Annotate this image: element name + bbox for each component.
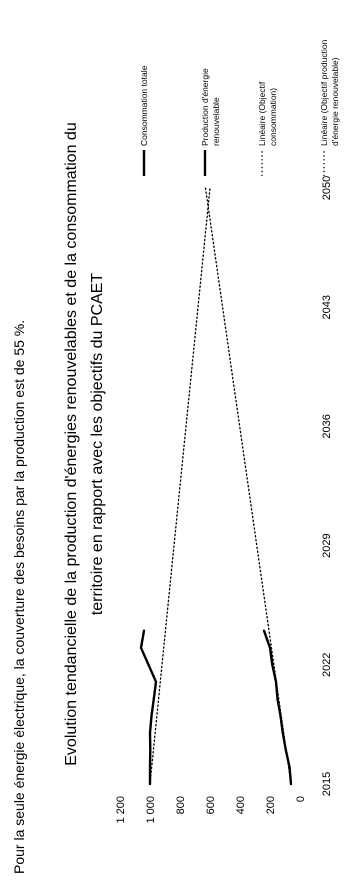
legend-label: Linéaire (Objectif <box>257 81 267 146</box>
x-tick-label: 2022 <box>321 653 333 677</box>
x-tick-label: 2015 <box>321 772 333 796</box>
y-axis-tick-labels: 0 200 400 600 800 1 000 1 200 <box>115 796 307 824</box>
x-tick-label: 2036 <box>321 414 333 438</box>
y-tick-label: 0 <box>295 796 307 802</box>
chart-title-line-1: Evolution tendancielle de la production … <box>63 122 80 765</box>
x-axis-tick-labels: 2015 2022 2029 2036 2043 2050 <box>321 176 333 796</box>
legend-label-line-2: d'énergie renouvelable) <box>330 57 340 146</box>
x-tick-label: 2029 <box>321 533 333 557</box>
legend-label: Linéaire (Objectif production <box>319 39 329 146</box>
series-line-2 <box>262 629 293 786</box>
y-tick-label: 1 000 <box>145 796 157 824</box>
y-tick-label: 1 200 <box>115 796 127 824</box>
x-tick-label: 2043 <box>321 295 333 319</box>
y-tick-label: 400 <box>235 796 247 814</box>
legend-label-line-2: consommation) <box>268 88 278 146</box>
chart-title-line-2: territoire en rapport avec les objectifs… <box>89 273 106 616</box>
y-tick-label: 200 <box>265 796 277 814</box>
x-tick-label: 2050 <box>321 176 333 200</box>
intro-text: Pour la seule énergie électrique, la cou… <box>11 320 27 874</box>
series-line-1 <box>139 629 158 786</box>
legend: Consommation totale Production d'énergie r… <box>139 39 340 176</box>
series-line-3 <box>149 187 211 785</box>
series-layer <box>139 187 293 786</box>
y-tick-label: 600 <box>205 796 217 814</box>
legend-label: Production d'énergie <box>200 68 210 146</box>
series-line-4 <box>204 187 292 785</box>
legend-label-line-2: renouvelable <box>211 97 221 146</box>
legend-label: Consommation totale <box>139 65 149 146</box>
y-tick-label: 800 <box>175 796 187 814</box>
